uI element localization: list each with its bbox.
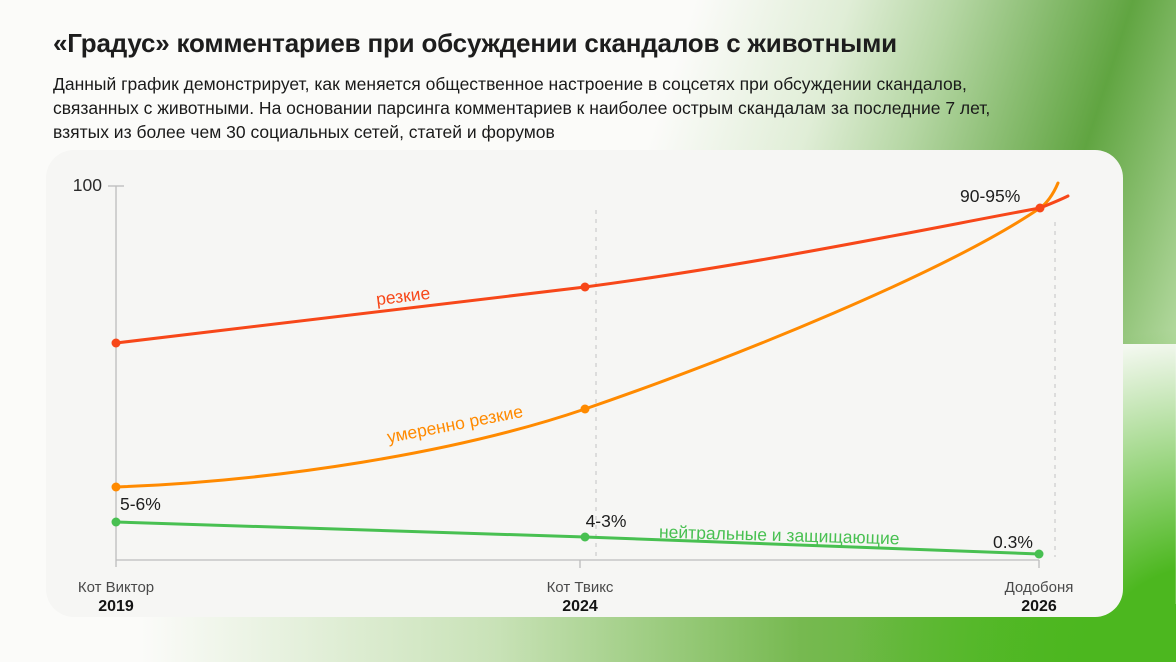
x-tick-2024: Кот Твикс 2024 xyxy=(547,579,614,615)
value-label-neutral-2024: 4-3% xyxy=(585,511,627,531)
point-neutral-2026 xyxy=(1034,549,1044,559)
x-tick-label: Кот Твикс xyxy=(546,579,614,596)
chart-card: 100 резкие умеренно резкие нейтральные и… xyxy=(46,150,1123,617)
point-harsh-2019 xyxy=(111,338,121,348)
series-line-harsh xyxy=(114,194,1070,345)
value-label-neutral-2026: 0.3% xyxy=(993,532,1033,552)
point-harsh-2026 xyxy=(1035,203,1045,213)
y-axis-top-label: 100 xyxy=(72,175,102,195)
x-tick-label: Кот Виктор xyxy=(77,579,155,596)
point-neutral-2019 xyxy=(111,517,121,527)
series-line-moderate xyxy=(114,181,1060,489)
description-line: связанных с животными. На основании парс… xyxy=(53,98,991,118)
point-harsh-2024 xyxy=(580,282,590,292)
x-tick-year: 2026 xyxy=(1021,598,1057,615)
header: «Градус» комментариев при обсуждении ска… xyxy=(53,28,990,144)
value-label-harsh-2026: 90-95% xyxy=(960,186,1021,206)
x-tick-year: 2024 xyxy=(562,598,598,615)
page-title: «Градус» комментариев при обсуждении ска… xyxy=(53,28,897,58)
description-line: Данный график демонстрирует, как меняетс… xyxy=(53,74,967,94)
point-moderate-2024 xyxy=(580,404,590,414)
page-description: Данный график демонстрирует, как меняетс… xyxy=(53,72,990,144)
series-line-neutral xyxy=(114,520,1041,556)
value-label-neutral-2019: 5-6% xyxy=(120,494,161,514)
x-tick-2019: Кот Виктор 2019 xyxy=(78,579,154,615)
x-tick-2026: Додобоня 2026 xyxy=(1005,579,1074,615)
description-line: взятых из более чем 30 социальных сетей,… xyxy=(53,122,555,142)
point-neutral-2024 xyxy=(580,532,590,542)
line-chart-canvas xyxy=(108,181,1070,568)
x-tick-year: 2019 xyxy=(98,598,134,615)
point-moderate-2019 xyxy=(111,482,121,492)
x-tick-label: Додобоня xyxy=(1004,579,1074,596)
